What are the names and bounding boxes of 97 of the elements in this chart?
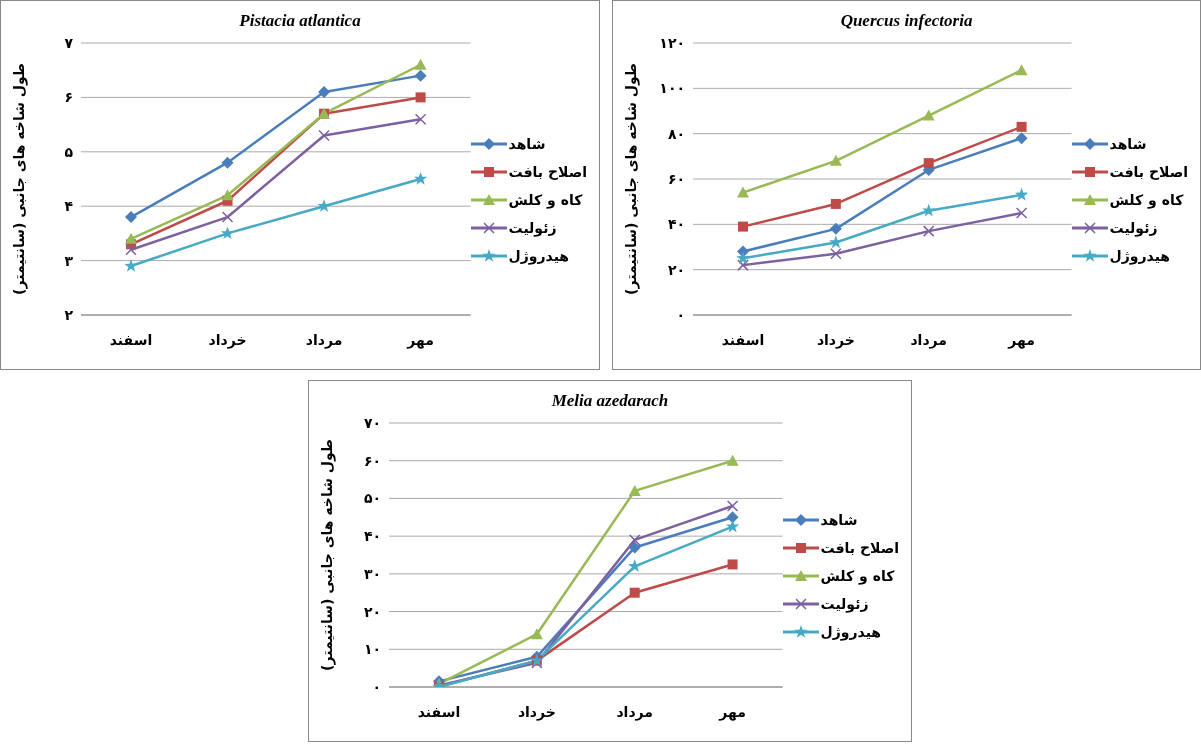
x-tick-label: خرداد <box>517 703 556 721</box>
point <box>414 58 427 70</box>
point <box>628 534 641 546</box>
y-axis-title: طول شاخه های جانبی (سانتیمتر) <box>318 439 336 671</box>
point <box>530 628 543 640</box>
x-tick-label: خرداد <box>208 331 247 349</box>
point <box>318 85 331 98</box>
point <box>829 222 842 235</box>
y-tick-label: ۳۰ <box>363 565 381 582</box>
y-tick-label: ۶ <box>64 89 73 106</box>
y-tick-label: ۶۰ <box>667 170 685 187</box>
x-tick-label: اسفند <box>417 703 461 720</box>
point <box>628 559 642 572</box>
x-tick-label: مرداد <box>305 331 343 349</box>
y-tick-label: ۱۲۰ <box>659 34 685 51</box>
point <box>830 198 841 209</box>
y-tick-label: ۱۰ <box>363 641 381 658</box>
point <box>726 511 739 524</box>
point <box>725 519 740 533</box>
point <box>738 221 748 232</box>
x-tick-label: مرداد <box>616 703 653 721</box>
point <box>221 211 234 223</box>
point <box>124 259 138 272</box>
y-tick-label: ۰ <box>676 306 685 323</box>
y-tick-label: ۰ <box>372 678 381 695</box>
point <box>737 186 749 198</box>
y-tick-label: ۴۰ <box>363 528 381 545</box>
y-tick-label: ۷۰ <box>363 414 381 431</box>
legend-label: اصلاح بافت <box>1109 164 1188 180</box>
point <box>1015 64 1028 76</box>
x-tick-label: اسفند <box>721 331 765 348</box>
y-tick-label: ۳ <box>64 252 74 269</box>
x-tick-label: مهر <box>406 331 434 349</box>
point <box>629 587 640 598</box>
y-tick-label: ۸۰ <box>667 125 685 142</box>
point <box>726 500 739 512</box>
legend-label: کاه و کلش <box>820 568 895 584</box>
point <box>628 541 641 554</box>
point <box>125 243 137 256</box>
point <box>628 484 641 496</box>
legend-label: کاه و کلش <box>508 192 583 208</box>
y-tick-label: ۷ <box>64 34 74 51</box>
y-tick-label: ۵ <box>64 143 74 160</box>
legend-label: زئولیت <box>820 596 869 612</box>
chart-title: Pistacia atlantica <box>238 10 362 32</box>
point <box>414 113 427 125</box>
point <box>726 454 739 466</box>
y-tick-label: ۴۰ <box>667 216 685 233</box>
legend-label: زئولیت <box>1109 220 1158 236</box>
x-tick-label: اسفند <box>109 331 153 348</box>
legend-label: هیدروژل <box>508 248 570 264</box>
y-tick-label: ۶۰ <box>363 452 381 469</box>
point <box>1016 121 1027 132</box>
point <box>922 203 936 217</box>
point <box>221 189 234 201</box>
point <box>125 232 137 244</box>
y-tick-label: ۵۰ <box>363 490 381 507</box>
point <box>1014 187 1029 201</box>
legend-label: شاهد <box>508 136 546 152</box>
legend-label: هیدروژل <box>820 624 882 640</box>
legend-label: اصلاح بافت <box>508 164 587 180</box>
chart-title: Melia azedarach <box>550 390 670 412</box>
y-tick-label: ۴ <box>64 198 74 215</box>
x-tick-label: مرداد <box>910 331 947 349</box>
point <box>737 259 749 271</box>
legend-label: اصلاح بافت <box>820 540 899 556</box>
y-tick-label: ۲۰ <box>363 603 381 620</box>
chart-title: Quercus infectoria <box>839 10 974 32</box>
point <box>317 199 331 212</box>
x-tick-label: مهر <box>1007 331 1035 349</box>
x-tick-label: خرداد <box>816 331 855 349</box>
point <box>414 69 427 82</box>
point <box>922 225 935 237</box>
legend-label: هیدروژل <box>1109 248 1171 264</box>
point <box>318 129 330 142</box>
legend-label: شاهد <box>1109 136 1147 152</box>
point <box>923 158 934 169</box>
point <box>125 211 137 224</box>
legend-label: شاهد <box>820 512 858 528</box>
point <box>413 172 428 185</box>
y-axis-title: طول شاخه های جانبی (سانتیمتر) <box>10 63 28 295</box>
point <box>415 92 426 103</box>
y-tick-label: ۲ <box>64 306 74 323</box>
point <box>830 248 842 260</box>
point <box>1015 207 1028 219</box>
point <box>829 154 842 166</box>
legend-label: زئولیت <box>508 220 557 236</box>
x-tick-label: مهر <box>718 703 746 721</box>
y-tick-label: ۲۰ <box>667 261 685 278</box>
legend-label: کاه و کلش <box>1109 192 1184 208</box>
y-tick-label: ۱۰۰ <box>659 80 685 97</box>
point <box>736 251 750 264</box>
point <box>221 156 234 169</box>
point <box>727 559 738 570</box>
point <box>922 109 935 121</box>
y-axis-title: طول شاخه های جانبی (سانتیمتر) <box>622 63 640 295</box>
point <box>1015 132 1028 145</box>
